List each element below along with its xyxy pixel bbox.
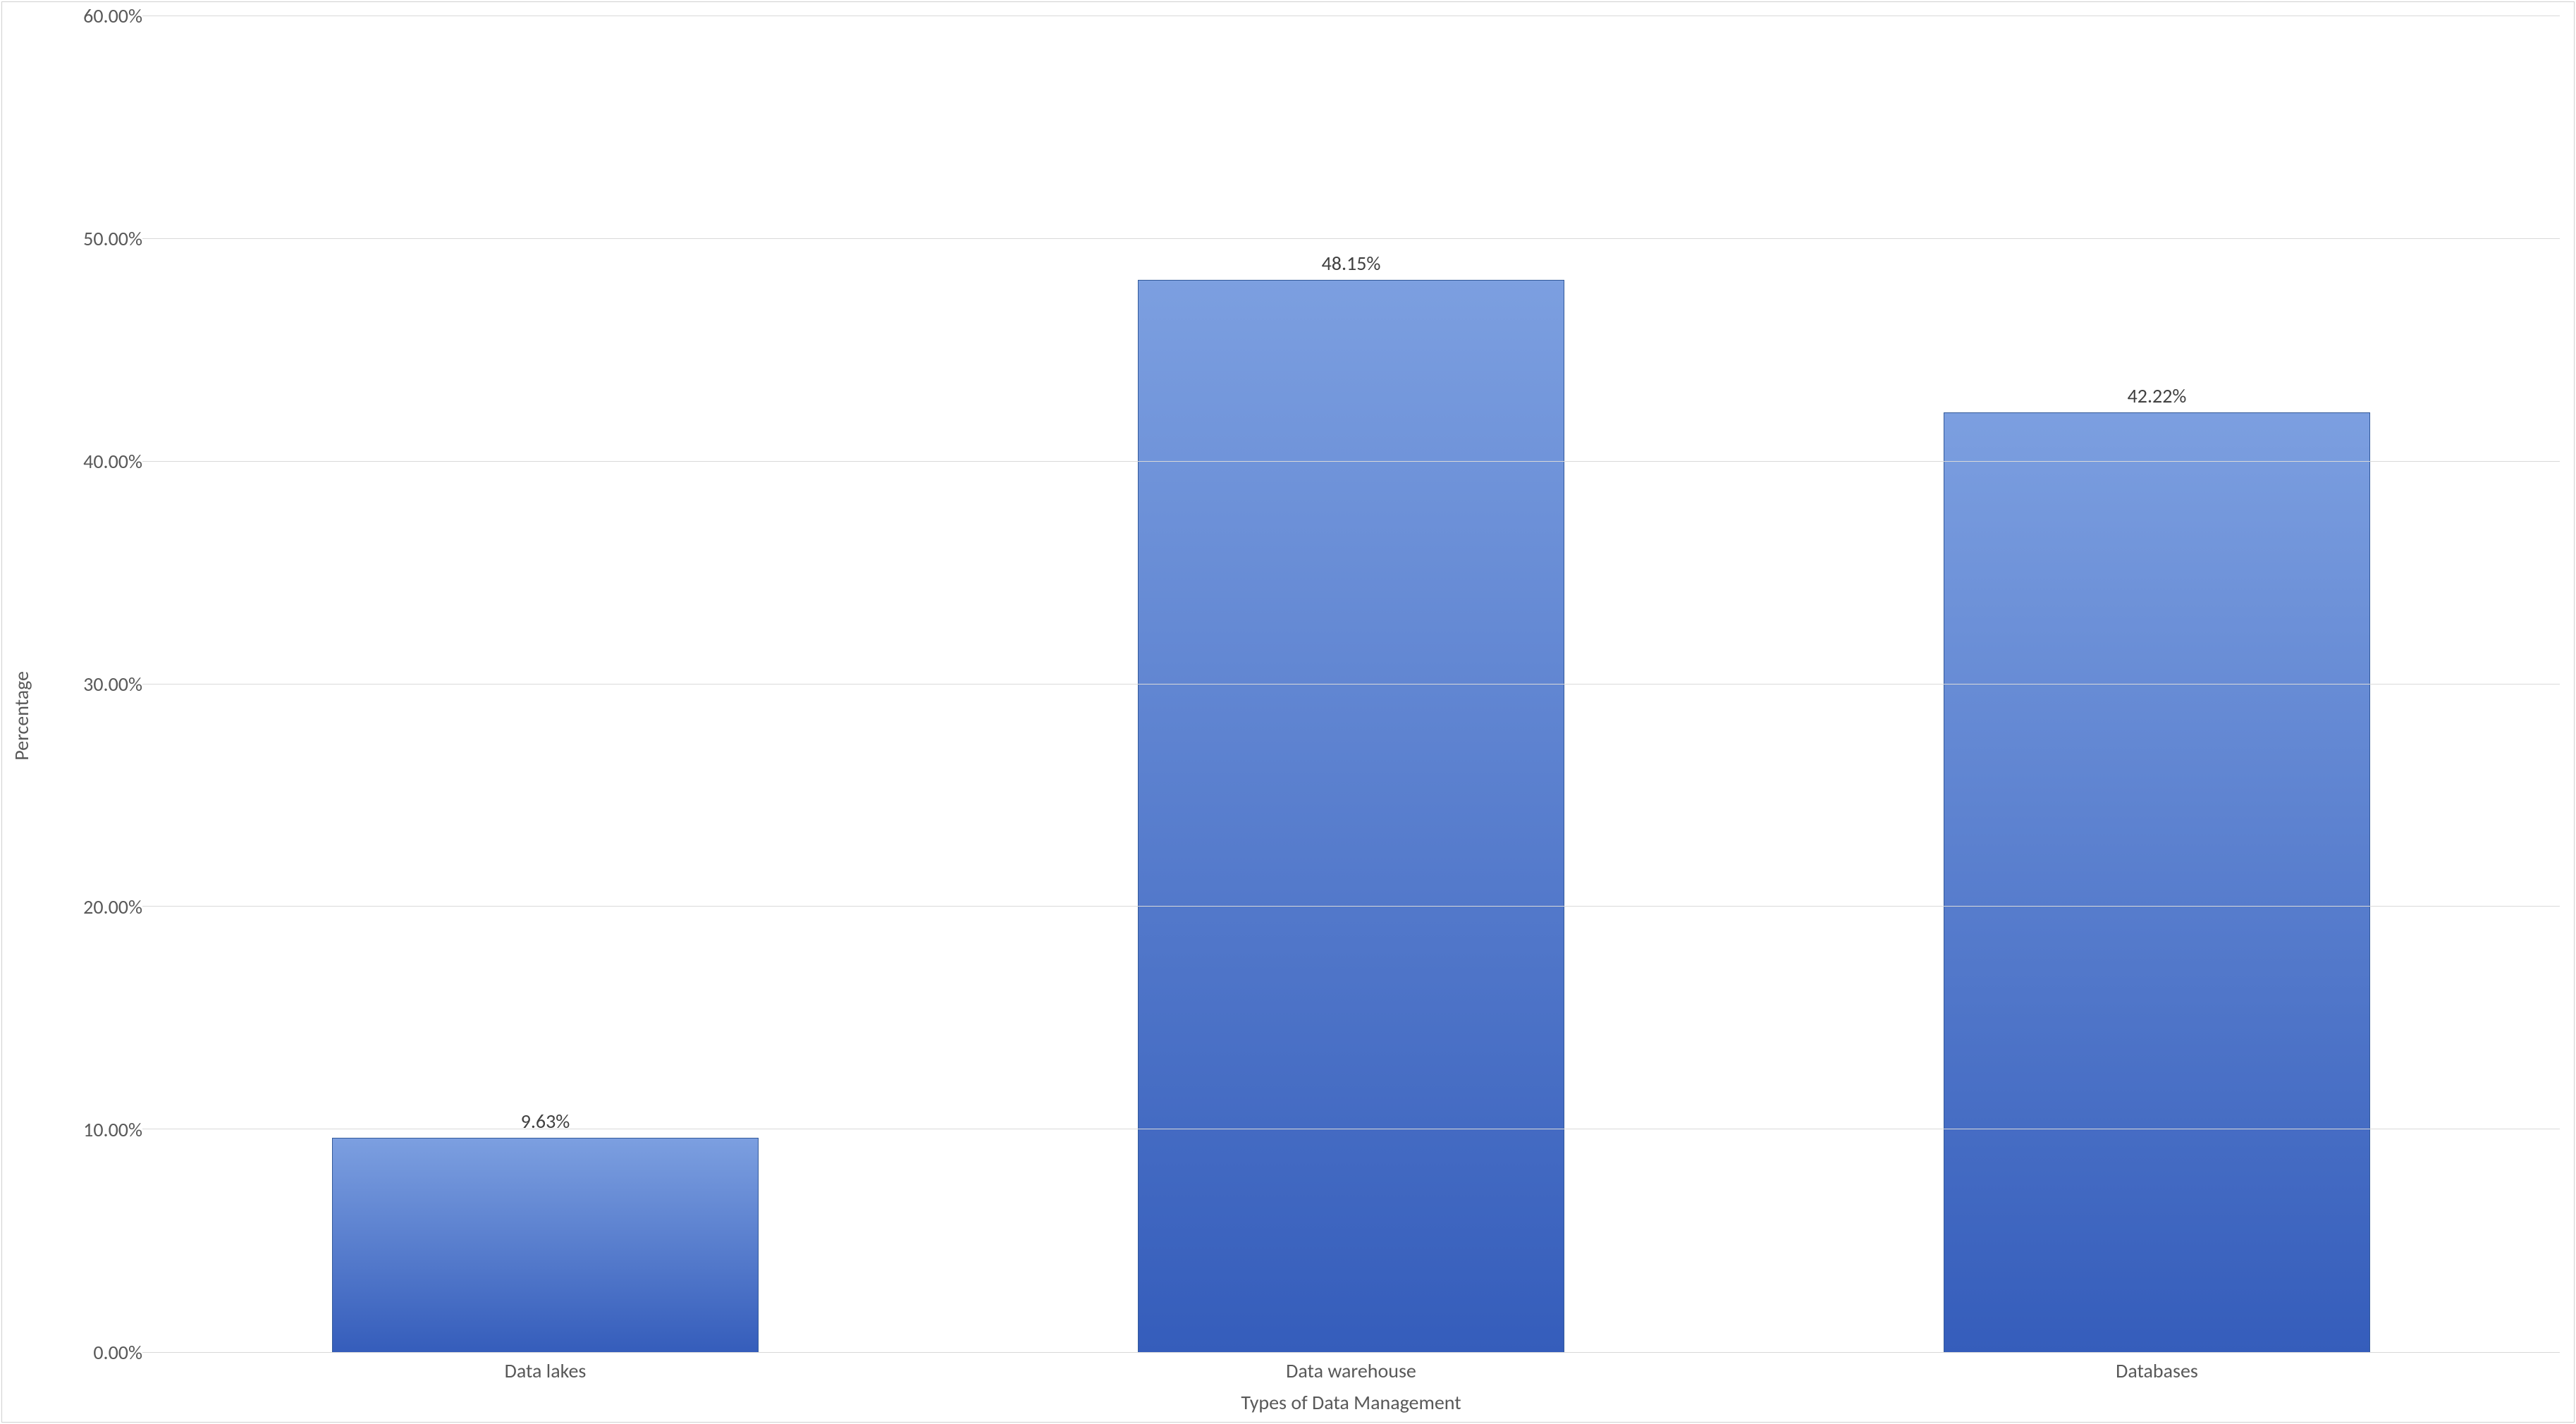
plot-area: 9.63% 48.15% 42.22% [142,16,2560,1353]
gridline [142,461,2560,462]
bar-slot: 9.63% [142,16,948,1352]
bar-data-label: 42.22% [2128,383,2187,408]
plot-row: 0.00%10.00%20.00%30.00%40.00%50.00%60.00… [37,16,2560,1353]
y-axis-ticks: 0.00%10.00%20.00%30.00%40.00%50.00%60.00… [37,16,142,1353]
y-axis-title: Percentage [9,671,34,761]
y-axis-title-wrap: Percentage [9,16,37,1415]
chart-outer: Percentage 0.00% 10.00% 20.00% 30.00% 40.00%… [0,0,2576,1424]
bar-slot: 48.15% [948,16,1754,1352]
bar-data-label: 48.15% [1322,251,1381,276]
x-category-label: Databases [1754,1358,2560,1383]
y-tick-label: 50.00% [83,229,142,249]
y-tick-label: 10.00% [83,1120,142,1140]
bar: 48.15% [1138,280,1565,1352]
chart-container: Percentage 0.00% 10.00% 20.00% 30.00% 40.00%… [1,1,2575,1423]
x-axis-row: Data lakesData warehouseDatabases Types … [37,1353,2560,1415]
gridline [142,906,2560,907]
y-tick-label: 20.00% [83,897,142,917]
bar-data-label: 9.63% [521,1109,570,1134]
y-tick-label: 40.00% [83,452,142,472]
gridline [142,238,2560,239]
x-category-label: Data warehouse [948,1358,1754,1383]
gridline [142,684,2560,685]
y-tick-label: 60.00% [83,6,142,26]
bar: 42.22% [1944,412,2371,1352]
y-tick-label: 30.00% [83,675,142,694]
chart-body: 0.00%10.00%20.00%30.00%40.00%50.00%60.00… [37,16,2560,1415]
bars-layer: 9.63% 48.15% 42.22% [142,16,2560,1352]
x-axis-categories: Data lakesData warehouseDatabases [142,1353,2560,1383]
x-category-label: Data lakes [142,1358,948,1383]
x-axis-title: Types of Data Management [142,1383,2560,1415]
bar-slot: 42.22% [1754,16,2560,1352]
bar: 9.63% [332,1138,759,1352]
y-tick-label: 0.00% [93,1343,142,1363]
